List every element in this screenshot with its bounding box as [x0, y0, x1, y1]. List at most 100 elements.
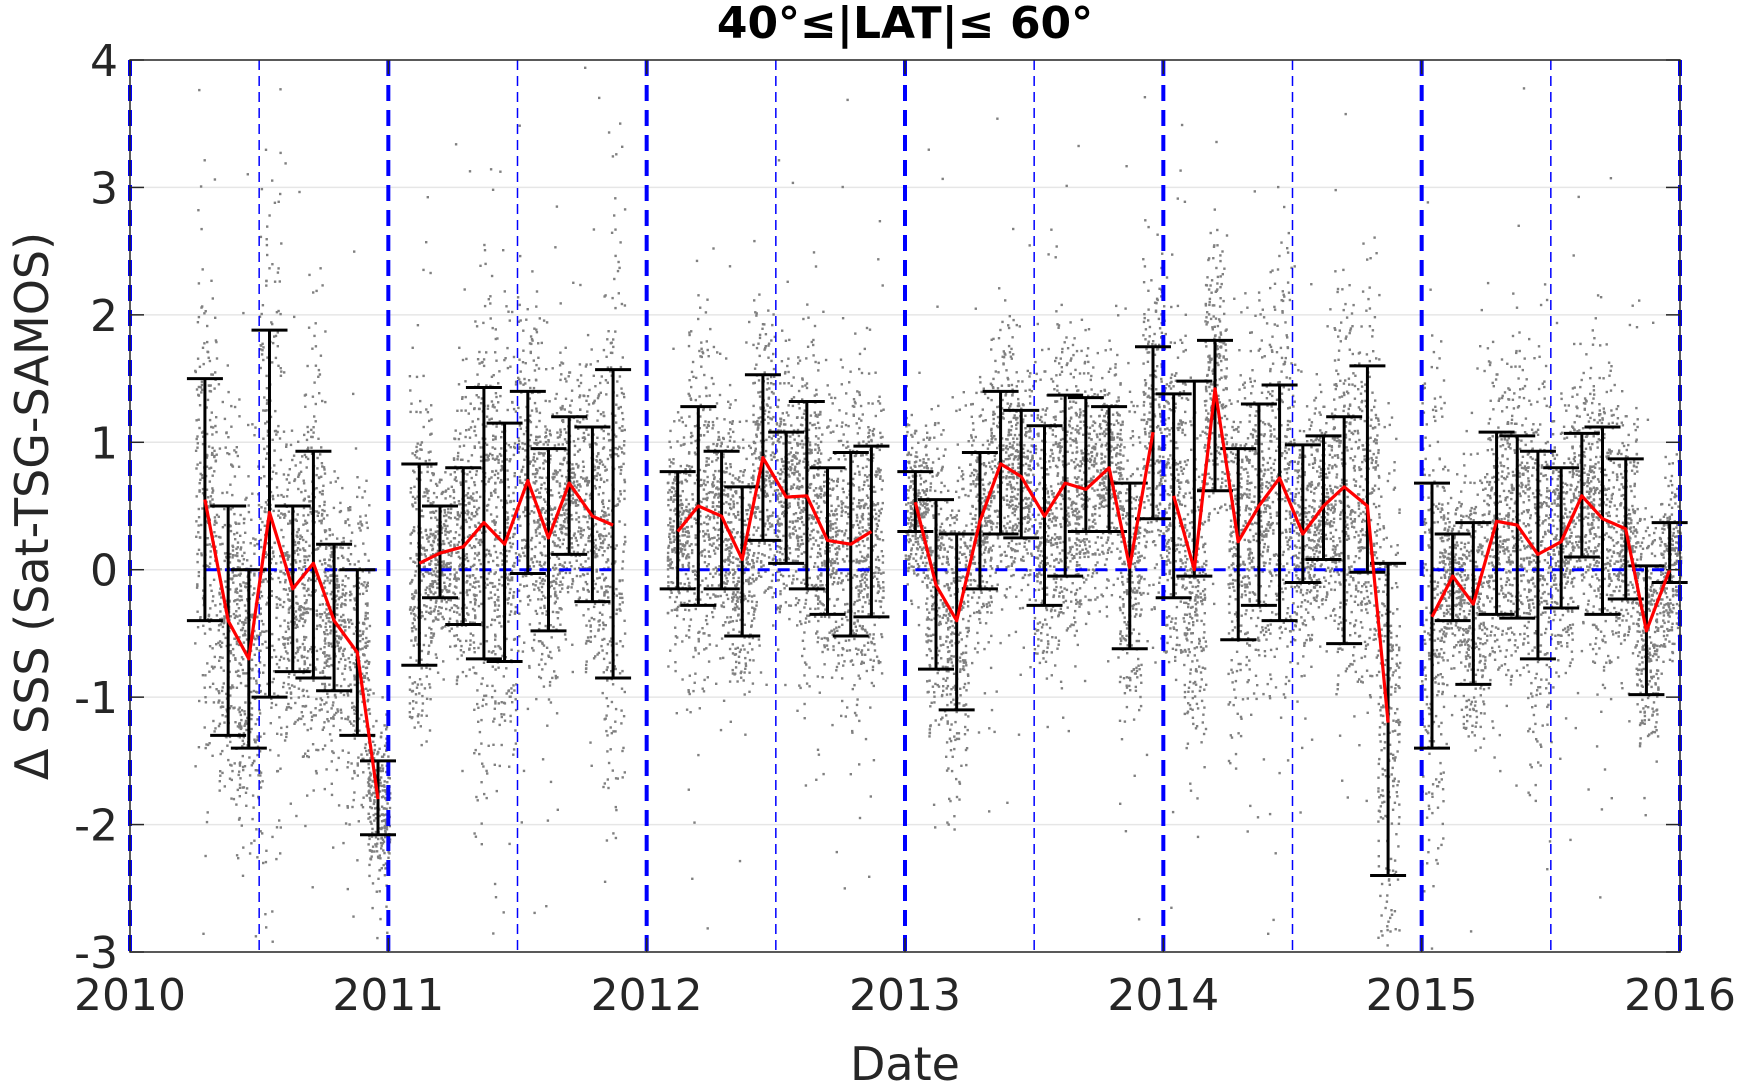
- scatter-point: [324, 685, 326, 687]
- scatter-point: [382, 770, 384, 772]
- scatter-point: [326, 576, 328, 578]
- scatter-point: [610, 726, 612, 728]
- scatter-point: [607, 596, 609, 598]
- scatter-point: [474, 552, 476, 554]
- scatter-point: [602, 786, 604, 788]
- scatter-point: [615, 421, 617, 423]
- scatter-point: [445, 519, 447, 521]
- scatter-point: [534, 476, 536, 478]
- scatter-point: [515, 742, 517, 744]
- scatter-point: [518, 559, 520, 561]
- scatter-point: [443, 560, 445, 562]
- scatter-point: [271, 910, 273, 912]
- scatter-point: [240, 548, 242, 550]
- scatter-point: [523, 378, 525, 380]
- scatter-point: [599, 619, 601, 621]
- scatter-point: [238, 398, 240, 400]
- scatter-point: [475, 796, 477, 798]
- scatter-point: [491, 520, 493, 522]
- scatter-point: [333, 507, 335, 509]
- scatter-point: [244, 498, 246, 500]
- scatter-point: [357, 756, 359, 758]
- scatter-point: [311, 348, 313, 350]
- scatter-point: [421, 709, 423, 711]
- scatter-point: [277, 770, 279, 772]
- scatter-point: [519, 525, 521, 527]
- scatter-point: [194, 642, 196, 644]
- scatter-point: [336, 603, 338, 605]
- scatter-point: [255, 935, 257, 937]
- scatter-point: [490, 513, 492, 515]
- scatter-point: [483, 244, 485, 246]
- scatter-point: [209, 562, 211, 564]
- scatter-point: [623, 498, 625, 500]
- scatter-point: [279, 598, 281, 600]
- scatter-point: [578, 526, 580, 528]
- scatter-point: [323, 667, 325, 669]
- scatter-point: [345, 822, 347, 824]
- scatter-point: [473, 832, 475, 834]
- scatter-point: [565, 572, 567, 574]
- scatter-point: [465, 358, 467, 360]
- scatter-point: [582, 614, 584, 616]
- scatter-point: [540, 452, 542, 454]
- scatter-point: [459, 592, 461, 594]
- scatter-point: [349, 599, 351, 601]
- scatter-point: [573, 551, 575, 553]
- scatter-point: [535, 426, 537, 428]
- scatter-point: [426, 715, 428, 717]
- scatter-point: [536, 444, 538, 446]
- scatter-point: [466, 594, 468, 596]
- scatter-point: [623, 452, 625, 454]
- scatter-point: [422, 375, 424, 377]
- scatter-point: [320, 446, 322, 448]
- scatter-point: [525, 362, 527, 364]
- scatter-point: [623, 620, 625, 622]
- scatter-point: [522, 466, 524, 468]
- scatter-point: [510, 720, 512, 722]
- scatter-point: [271, 633, 273, 635]
- scatter-point: [609, 454, 611, 456]
- scatter-point: [517, 650, 519, 652]
- scatter-point: [534, 460, 536, 462]
- scatter-point: [497, 599, 499, 601]
- scatter-point: [286, 551, 288, 553]
- scatter-point: [243, 622, 245, 624]
- scatter-point: [309, 648, 311, 650]
- scatter-point: [429, 583, 431, 585]
- scatter-point: [353, 720, 355, 722]
- scatter-point: [351, 532, 353, 534]
- scatter-point: [315, 770, 317, 772]
- scatter-point: [245, 805, 247, 807]
- scatter-point: [522, 361, 524, 363]
- scatter-point: [494, 708, 496, 710]
- scatter-point: [200, 228, 202, 230]
- scatter-point: [371, 907, 373, 909]
- scatter-point: [374, 744, 376, 746]
- scatter-point: [304, 825, 306, 827]
- scatter-point: [253, 840, 255, 842]
- scatter-point: [513, 500, 515, 502]
- scatter-point: [506, 526, 508, 528]
- scatter-point: [529, 445, 531, 447]
- scatter-point: [597, 397, 599, 399]
- scatter-point: [302, 539, 304, 541]
- scatter-point: [433, 619, 435, 621]
- scatter-point: [265, 149, 267, 151]
- scatter-point: [546, 321, 548, 323]
- scatter-point: [580, 536, 582, 538]
- scatter-point: [586, 484, 588, 486]
- scatter-point: [494, 645, 496, 647]
- scatter-point: [441, 616, 443, 618]
- scatter-point: [211, 433, 213, 435]
- scatter-point: [578, 521, 580, 523]
- scatter-point: [413, 617, 415, 619]
- scatter-point: [244, 713, 246, 715]
- scatter-point: [435, 653, 437, 655]
- scatter-point: [559, 581, 561, 583]
- scatter-point: [672, 482, 674, 484]
- scatter-point: [578, 385, 580, 387]
- scatter-point: [249, 852, 251, 854]
- scatter-point: [544, 436, 546, 438]
- scatter-point: [329, 625, 331, 627]
